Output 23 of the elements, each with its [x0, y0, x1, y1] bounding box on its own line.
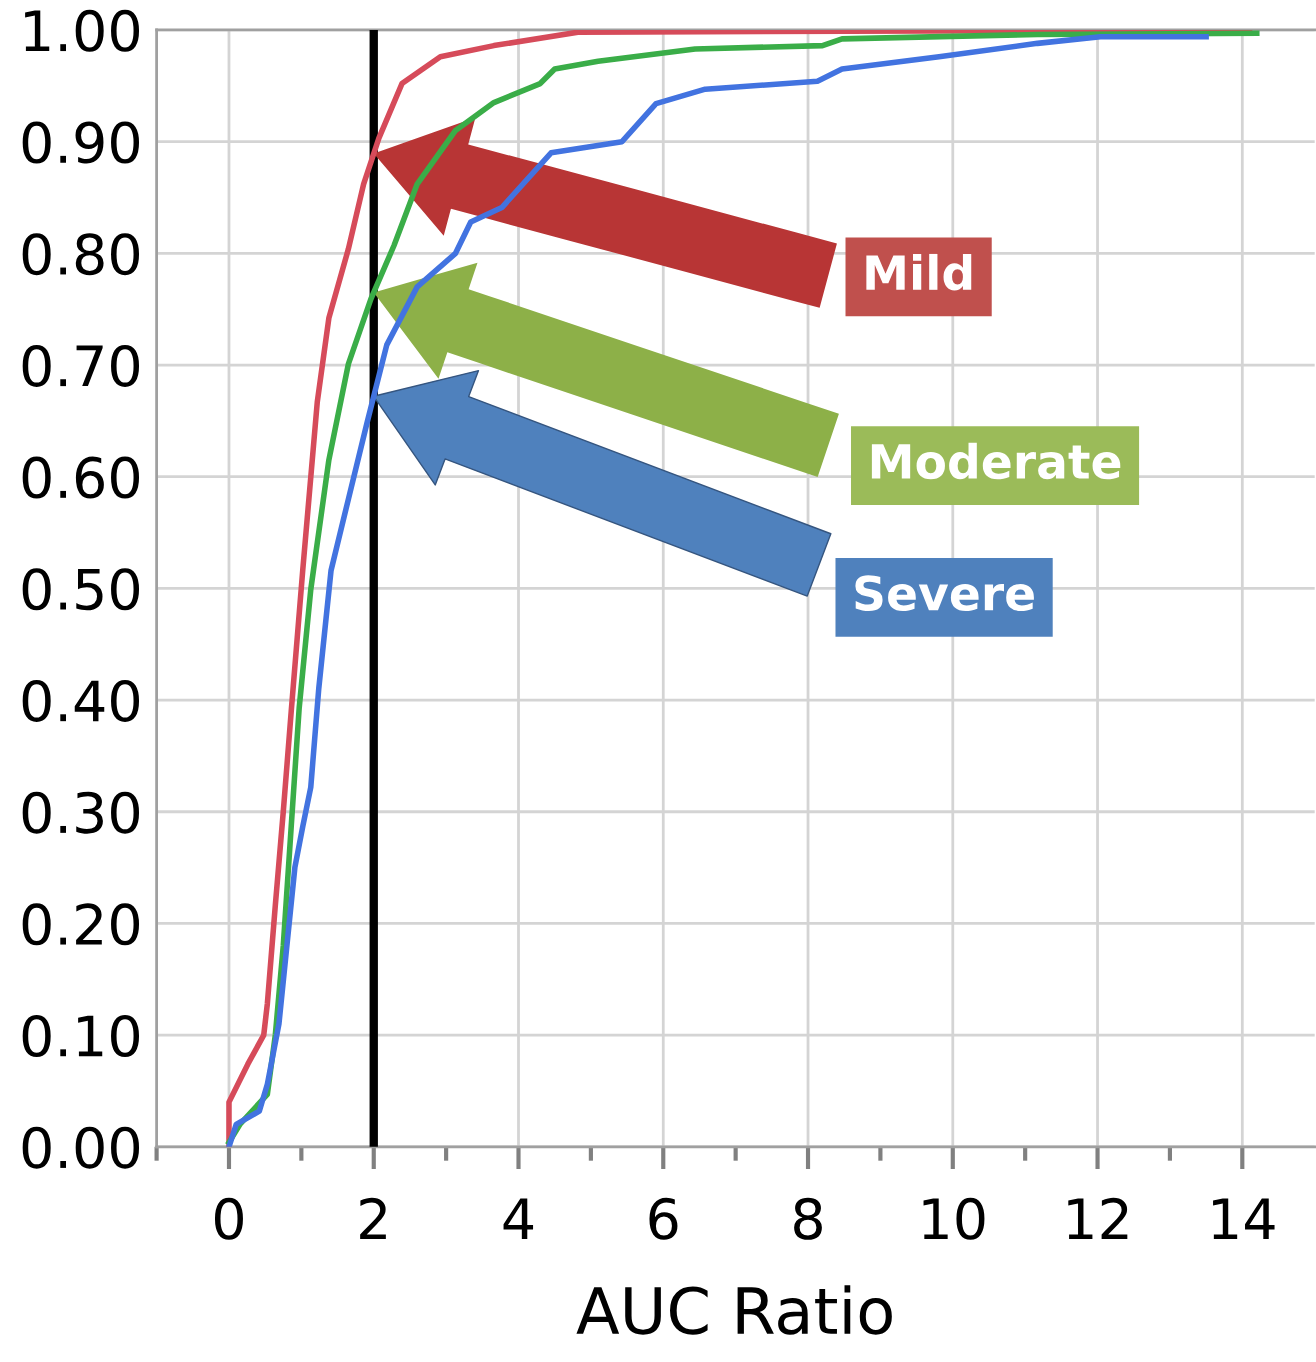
y-tick-label: 0.10	[22, 1014, 140, 1058]
x-tick-label: 8	[794, 1197, 822, 1240]
x-tick-label: 10	[923, 1197, 985, 1240]
annotation: Moderate	[871, 442, 1121, 480]
annotation: Severe	[855, 575, 1034, 612]
y-tick-label: 0.90	[22, 121, 140, 164]
x-axis-title: AUC Ratio	[576, 1285, 892, 1335]
x-tick-label: 6	[649, 1197, 678, 1240]
x-tick-label: 14	[1213, 1198, 1275, 1240]
x-tick-label: 12	[1068, 1197, 1128, 1240]
y-tick-label: 0.00	[22, 1126, 140, 1169]
annotation: Mild	[866, 253, 972, 291]
y-tick-label: 0.50	[22, 568, 140, 611]
y-tick-label: 0.60	[22, 456, 140, 499]
y-tick-label: 1.00	[25, 9, 140, 52]
y-tick-label: 0.30	[22, 791, 140, 834]
x-tick-label: 0	[214, 1197, 243, 1240]
x-tick-label: 4	[503, 1198, 534, 1240]
y-tick-label: 0.20	[22, 903, 140, 946]
y-tick-label: 0.40	[22, 679, 140, 722]
x-tick-label: 2	[360, 1197, 386, 1240]
y-tick-label: 0.80	[22, 233, 140, 276]
y-tick-label: 0.70	[22, 344, 140, 387]
